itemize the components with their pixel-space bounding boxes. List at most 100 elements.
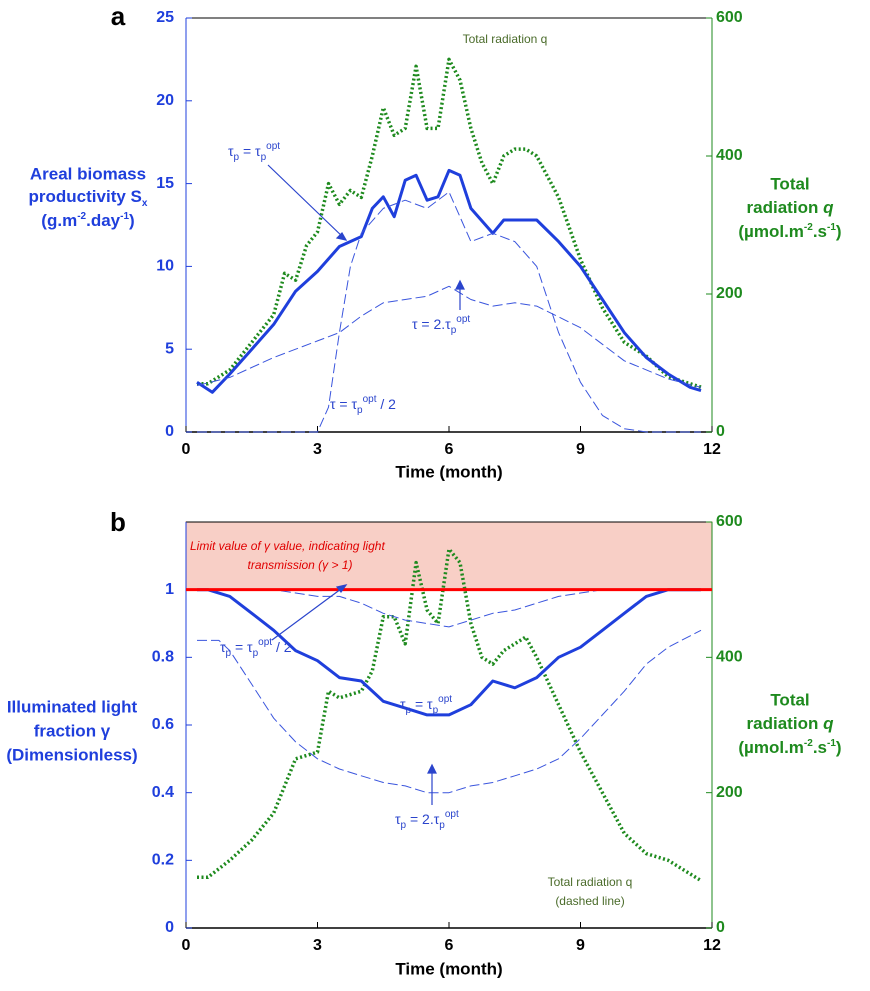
y-label-line: productivity Sx bbox=[29, 187, 148, 209]
y-label-line: Illuminated light bbox=[7, 697, 138, 716]
text-part: p bbox=[226, 648, 232, 659]
text-part: p bbox=[433, 705, 439, 716]
annotation: (dashed line) bbox=[555, 894, 624, 908]
text-part: -1 bbox=[827, 222, 836, 233]
y-tick-label: 0.2 bbox=[152, 852, 174, 869]
text-part: x bbox=[142, 198, 148, 209]
text-part: .s bbox=[813, 222, 827, 241]
text-part: p bbox=[234, 152, 240, 163]
y-tick-label: 0.6 bbox=[152, 716, 174, 733]
text-part: p bbox=[401, 820, 407, 831]
text-part: -2 bbox=[804, 738, 813, 749]
text-part: = 2.τ bbox=[406, 811, 440, 827]
y2-tick-label: 200 bbox=[716, 285, 743, 302]
text-part: -1 bbox=[120, 211, 129, 222]
annotation: transmission (γ > 1) bbox=[247, 558, 352, 572]
annotation: τ = τpopt / 2 bbox=[330, 394, 396, 416]
data-line bbox=[197, 589, 701, 628]
text-part: -2 bbox=[77, 211, 86, 222]
annotation: τp = τpopt bbox=[228, 141, 280, 163]
annotation: Total radiation q bbox=[548, 875, 633, 889]
y-tick-label: 10 bbox=[156, 258, 174, 275]
y2-axis-label: Total radiation q (µmol.m-2.s-1) Total r… bbox=[738, 174, 841, 757]
text-part: -2 bbox=[804, 222, 813, 233]
y2-tick-label: 400 bbox=[716, 649, 743, 666]
x-axis-label: Time (month) bbox=[395, 462, 502, 481]
data-line bbox=[197, 57, 702, 389]
text-part: .s bbox=[813, 738, 827, 757]
y2-tick-label: 200 bbox=[716, 784, 743, 801]
data-line bbox=[197, 191, 701, 433]
annotation: Limit value of γ value, indicating light bbox=[190, 539, 385, 553]
data-line bbox=[196, 285, 702, 388]
arrow-head bbox=[427, 763, 437, 774]
text-part: opt bbox=[438, 694, 452, 705]
x-tick-label: 12 bbox=[703, 441, 721, 458]
text-part: p bbox=[406, 705, 412, 716]
arrows bbox=[267, 164, 465, 805]
x-tick-label: 0 bbox=[182, 937, 191, 954]
y-tick-label: 20 bbox=[156, 92, 174, 109]
text-part: τ bbox=[395, 811, 401, 827]
x-axis-label: Time (month) bbox=[395, 959, 502, 978]
text-part: opt bbox=[258, 637, 272, 648]
text-part: opt bbox=[363, 394, 377, 405]
text-part: ) bbox=[129, 211, 135, 230]
panel-label: b bbox=[110, 507, 126, 537]
y-label-line: Areal biomass bbox=[30, 164, 146, 183]
text-part: (µmol.m bbox=[738, 222, 804, 241]
text-part: (µmol.m bbox=[738, 738, 804, 757]
y-tick-label: 0 bbox=[165, 423, 174, 440]
x-tick-label: 3 bbox=[313, 441, 322, 458]
text-part: ) bbox=[836, 222, 842, 241]
text-part: τ = 2.τ bbox=[412, 316, 451, 332]
y2-tick-label: 600 bbox=[716, 513, 743, 530]
y2-tick-label: 600 bbox=[716, 9, 743, 26]
text-part: p bbox=[439, 820, 445, 831]
y-label-line: (g.m-2.day-1) bbox=[41, 211, 134, 230]
text-part: p bbox=[261, 152, 267, 163]
text-part: = τ bbox=[239, 143, 261, 159]
text-part: p bbox=[357, 405, 363, 416]
data-line bbox=[197, 588, 701, 717]
text-part: = τ bbox=[231, 639, 253, 655]
x-tick-label: 12 bbox=[703, 937, 721, 954]
arrow-head bbox=[335, 232, 348, 241]
text-part: .day bbox=[86, 211, 121, 230]
x-tick-label: 3 bbox=[313, 937, 322, 954]
arrow bbox=[271, 585, 346, 641]
text-part: radiation bbox=[747, 198, 824, 217]
y-tick-label: 15 bbox=[156, 175, 174, 192]
y2-label-line: Total bbox=[770, 174, 809, 193]
annotation: τ = 2.τpopt bbox=[412, 314, 470, 336]
data-line bbox=[197, 629, 702, 794]
text-part: q bbox=[823, 714, 834, 733]
y-tick-label: 0.4 bbox=[152, 784, 174, 801]
y2-tick-label: 0 bbox=[716, 919, 725, 936]
x-tick-label: 9 bbox=[576, 441, 585, 458]
y-label-line: fraction γ bbox=[34, 721, 111, 740]
y2-label-line: (µmol.m-2.s-1) bbox=[738, 222, 841, 241]
text-part: τ bbox=[400, 696, 406, 712]
y2-tick-label: 400 bbox=[716, 147, 743, 164]
y2-label-line: radiation q bbox=[747, 198, 835, 217]
y2-tick-label: 0 bbox=[716, 423, 725, 440]
text-part: ) bbox=[836, 738, 842, 757]
x-tick-label: 6 bbox=[445, 937, 454, 954]
text-part: -1 bbox=[827, 738, 836, 749]
arrow-head bbox=[455, 279, 465, 290]
text-part: (g.m bbox=[41, 211, 77, 230]
text-part: p bbox=[253, 648, 259, 659]
y2-label-line: radiation q bbox=[747, 714, 835, 733]
annotation: τp = 2.τpopt bbox=[395, 809, 459, 831]
text-part: τ = τ bbox=[330, 396, 357, 412]
text-part: radiation bbox=[747, 714, 824, 733]
text-part: τ bbox=[220, 639, 226, 655]
arrow-head bbox=[335, 584, 348, 593]
annotation: Total radiation q bbox=[463, 32, 548, 46]
text-part: = τ bbox=[411, 696, 433, 712]
data-line bbox=[196, 168, 702, 394]
text-part: opt bbox=[456, 314, 470, 325]
